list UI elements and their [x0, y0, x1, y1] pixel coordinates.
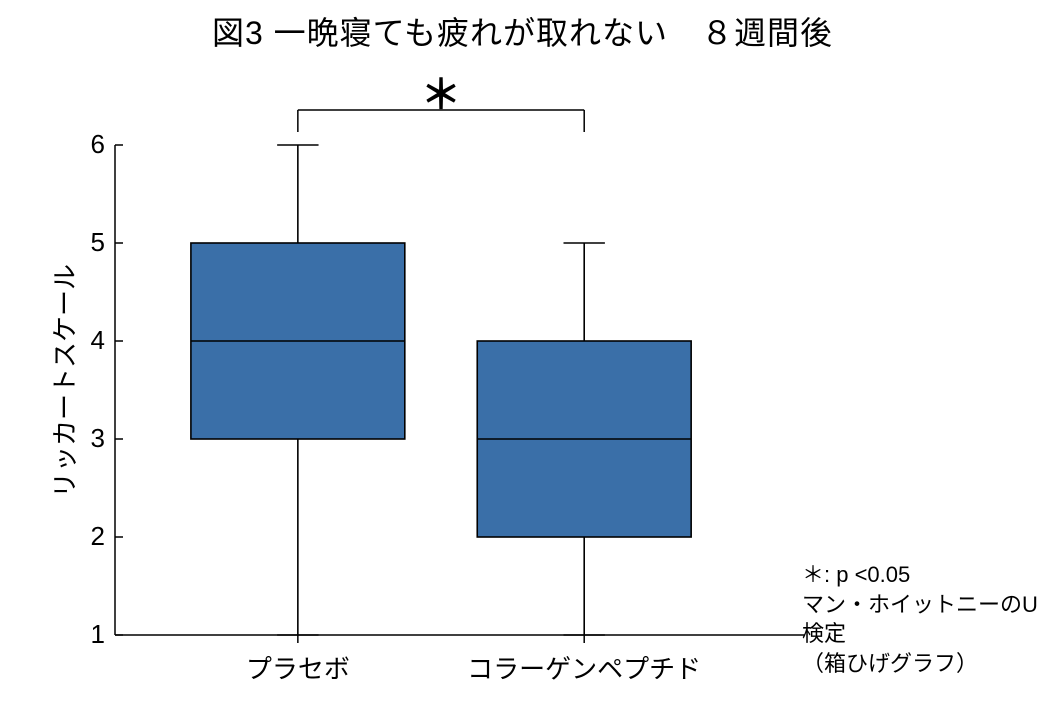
boxplot-svg — [115, 145, 805, 635]
footnote: ＊: p <0.05 マン・ホイットニーのU検定 （箱ひげグラフ） — [802, 560, 1045, 679]
chart-root: { "chart": { "type": "boxplot", "title":… — [0, 0, 1045, 710]
x-category-label-collagen: コラーゲンペプチド — [444, 649, 724, 686]
significance-star: ＊ — [421, 62, 461, 120]
y-tick-label: 6 — [75, 129, 105, 160]
y-tick-label: 3 — [75, 423, 105, 454]
x-category-label-placebo: プラセボ — [158, 649, 438, 686]
footnote-line2: マン・ホイットニーのU検定 — [802, 590, 1045, 649]
y-tick-label: 4 — [75, 325, 105, 356]
y-tick-label: 2 — [75, 521, 105, 552]
footnote-line1: ＊: p <0.05 — [802, 560, 1045, 590]
y-axis-label: リッカートスケール — [45, 264, 82, 498]
chart-title: 図3 一晩寝ても疲れが取れない ８週間後 — [0, 8, 1045, 54]
footnote-line3: （箱ひげグラフ） — [802, 649, 1045, 679]
y-tick-label: 5 — [75, 227, 105, 258]
y-tick-label: 1 — [75, 619, 105, 650]
